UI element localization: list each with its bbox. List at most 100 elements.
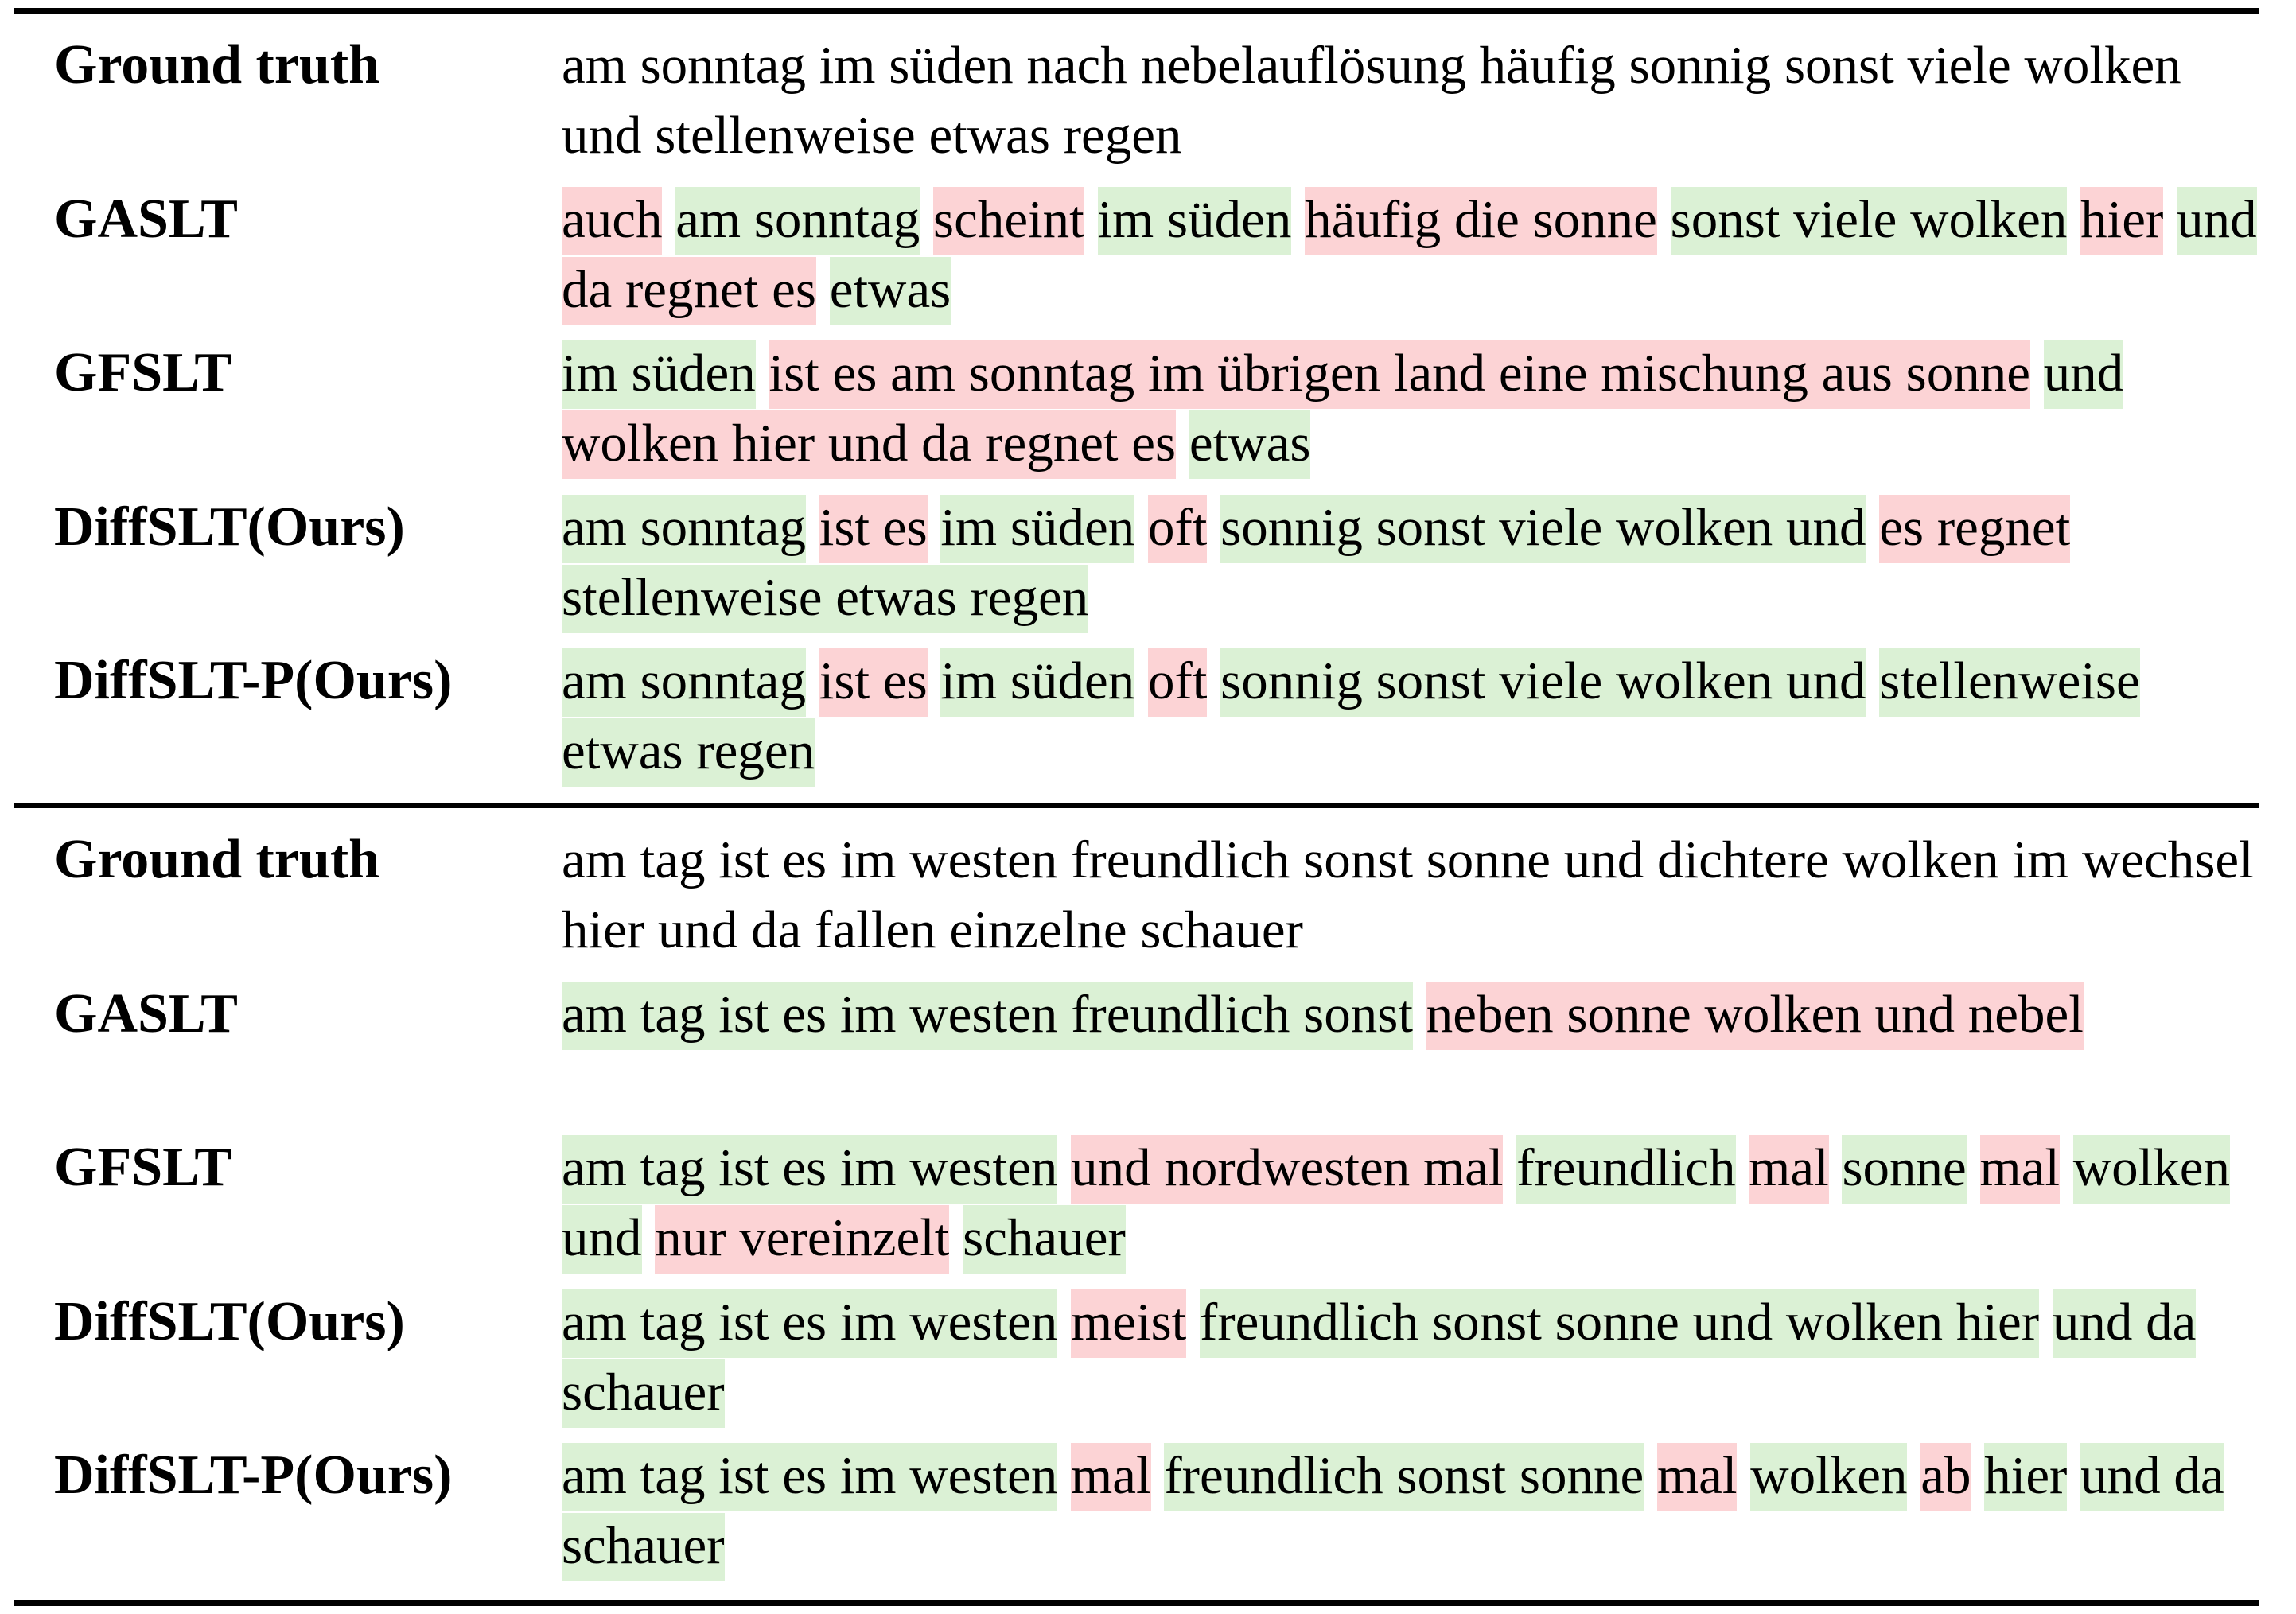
matched-phrase: und <box>2177 187 2257 255</box>
matched-phrase: etwas <box>1189 410 1311 479</box>
row-text: am tag ist es im westen und nordwesten m… <box>562 1133 2264 1274</box>
matched-phrase: etwas <box>829 257 951 325</box>
mismatched-phrase: und nordwesten mal <box>1071 1135 1504 1204</box>
phrase-text <box>1186 1289 1200 1358</box>
mismatched-phrase: ist es <box>819 648 928 717</box>
phrase-text <box>1057 1289 1071 1358</box>
phrase-text <box>1291 187 1305 255</box>
mismatched-phrase: scheint <box>933 187 1084 255</box>
matched-phrase: und <box>2043 340 2124 409</box>
mismatched-phrase: oft <box>1147 648 1208 717</box>
matched-phrase: am tag ist es im westen <box>562 1135 1058 1204</box>
mismatched-phrase: neben sonne wolken und nebel <box>1426 982 2084 1050</box>
table-middle-rule <box>14 803 2259 808</box>
phrase-text <box>1644 1443 1657 1511</box>
matched-phrase: sonne <box>1842 1135 1967 1204</box>
mismatched-phrase: ist es am sonntag im übrigen land eine m… <box>769 340 2030 409</box>
row-label: GFSLT <box>54 1137 232 1198</box>
row-text: am tag ist es im westen mal freundlich s… <box>562 1441 2264 1581</box>
row-text: am tag ist es im westen meist freundlich… <box>562 1287 2264 1428</box>
row-label: Ground truth <box>54 34 380 95</box>
matched-phrase: am sonntag <box>562 495 807 563</box>
phrase-text <box>806 495 819 563</box>
matched-phrase: wolken <box>1750 1443 1908 1511</box>
matched-phrase: im süden <box>940 495 1135 563</box>
matched-phrase: freundlich sonst sonne und wolken hier <box>1200 1289 2040 1358</box>
matched-phrase: am sonntag <box>675 187 920 255</box>
phrase-text: am tag ist es im westen freundlich sonst… <box>562 830 2254 959</box>
phrase-text <box>1413 982 1426 1050</box>
row-label: GASLT <box>54 983 238 1044</box>
phrase-text <box>1503 1135 1516 1204</box>
mismatched-phrase: oft <box>1147 495 1208 563</box>
mismatched-phrase: wolken hier und da regnet es <box>562 410 1177 479</box>
phrase-text <box>1657 187 1671 255</box>
phrase-text <box>1866 648 1880 717</box>
matched-phrase: im süden <box>562 340 756 409</box>
phrase-text <box>928 495 941 563</box>
phrase-text <box>1084 187 1098 255</box>
mismatched-phrase: da regnet es <box>562 257 816 325</box>
mismatched-phrase: mal <box>1071 1443 1151 1511</box>
translation-comparison-table: Ground truth am sonntag im süden nach ne… <box>14 0 2269 1614</box>
phrase-text <box>1057 1135 1071 1204</box>
mismatched-phrase: ab <box>1920 1443 1971 1511</box>
row-text: am sonntag ist es im süden oft sonnig so… <box>562 492 2264 633</box>
phrase-text <box>1134 495 1148 563</box>
phrase-text <box>2060 1135 2073 1204</box>
phrase-text <box>1207 495 1220 563</box>
phrase-text <box>1829 1135 1843 1204</box>
phrase-text <box>806 648 819 717</box>
phrase-text <box>1207 648 1220 717</box>
phrase-text <box>1057 1443 1071 1511</box>
phrase-text <box>2067 187 2080 255</box>
row-label: DiffSLT(Ours) <box>54 496 405 558</box>
phrase-text <box>1866 495 1880 563</box>
mismatched-phrase: es regnet <box>1879 495 2071 563</box>
phrase-text <box>920 187 933 255</box>
phrase-text <box>1971 1443 1984 1511</box>
row-text: am sonntag im süden nach nebelauflösung … <box>562 30 2264 170</box>
phrase-text <box>662 187 675 255</box>
phrase-text <box>1967 1135 1980 1204</box>
mismatched-phrase: mal <box>1656 1443 1738 1511</box>
matched-phrase: stellenweise etwas regen <box>562 565 1089 633</box>
mismatched-phrase: mal <box>1749 1135 1829 1204</box>
mismatched-phrase: nur vereinzelt <box>655 1205 950 1274</box>
matched-phrase: sonnig sonst viele wolken und <box>1220 648 1866 717</box>
phrase-text <box>756 340 769 409</box>
phrase-text <box>1907 1443 1920 1511</box>
phrase-text <box>949 1205 963 1274</box>
matched-phrase: sonnig sonst viele wolken und <box>1220 495 1866 563</box>
row-label: DiffSLT-P(Ours) <box>54 650 453 711</box>
phrase-text <box>2163 187 2177 255</box>
matched-phrase: freundlich <box>1516 1135 1736 1204</box>
matched-phrase: hier <box>1984 1443 2068 1511</box>
mismatched-phrase: häufig die sonne <box>1305 187 1657 255</box>
row-text: am tag ist es im westen freundlich sonst… <box>562 825 2264 965</box>
table-top-rule <box>14 8 2259 14</box>
row-text: auch am sonntag scheint im süden häufig … <box>562 185 2264 325</box>
phrase-text <box>928 648 941 717</box>
phrase-text: am sonntag im süden nach nebelauflösung … <box>562 36 2181 165</box>
row-text: am sonntag ist es im süden oft sonnig so… <box>562 646 2264 787</box>
matched-phrase: im süden <box>1097 187 1292 255</box>
row-label: DiffSLT(Ours) <box>54 1291 405 1352</box>
row-text: am tag ist es im westen freundlich sonst… <box>562 979 2264 1050</box>
row-label: GASLT <box>54 189 238 250</box>
row-label: GFSLT <box>54 342 232 403</box>
matched-phrase: am tag ist es im westen <box>562 1289 1058 1358</box>
phrase-text <box>1176 410 1189 479</box>
phrase-text <box>1737 1443 1750 1511</box>
phrase-text <box>1151 1443 1165 1511</box>
matched-phrase: schauer <box>963 1205 1126 1274</box>
phrase-text <box>1134 648 1148 717</box>
row-text: im süden ist es am sonntag im übrigen la… <box>562 338 2264 479</box>
mismatched-phrase: meist <box>1071 1289 1187 1358</box>
phrase-text <box>642 1205 656 1274</box>
matched-phrase: am tag ist es im westen freundlich sonst <box>562 982 1413 1050</box>
phrase-text <box>1736 1135 1749 1204</box>
mismatched-phrase: mal <box>1979 1135 2061 1204</box>
table-bottom-rule <box>14 1600 2259 1606</box>
matched-phrase: am tag ist es im westen <box>562 1443 1058 1511</box>
